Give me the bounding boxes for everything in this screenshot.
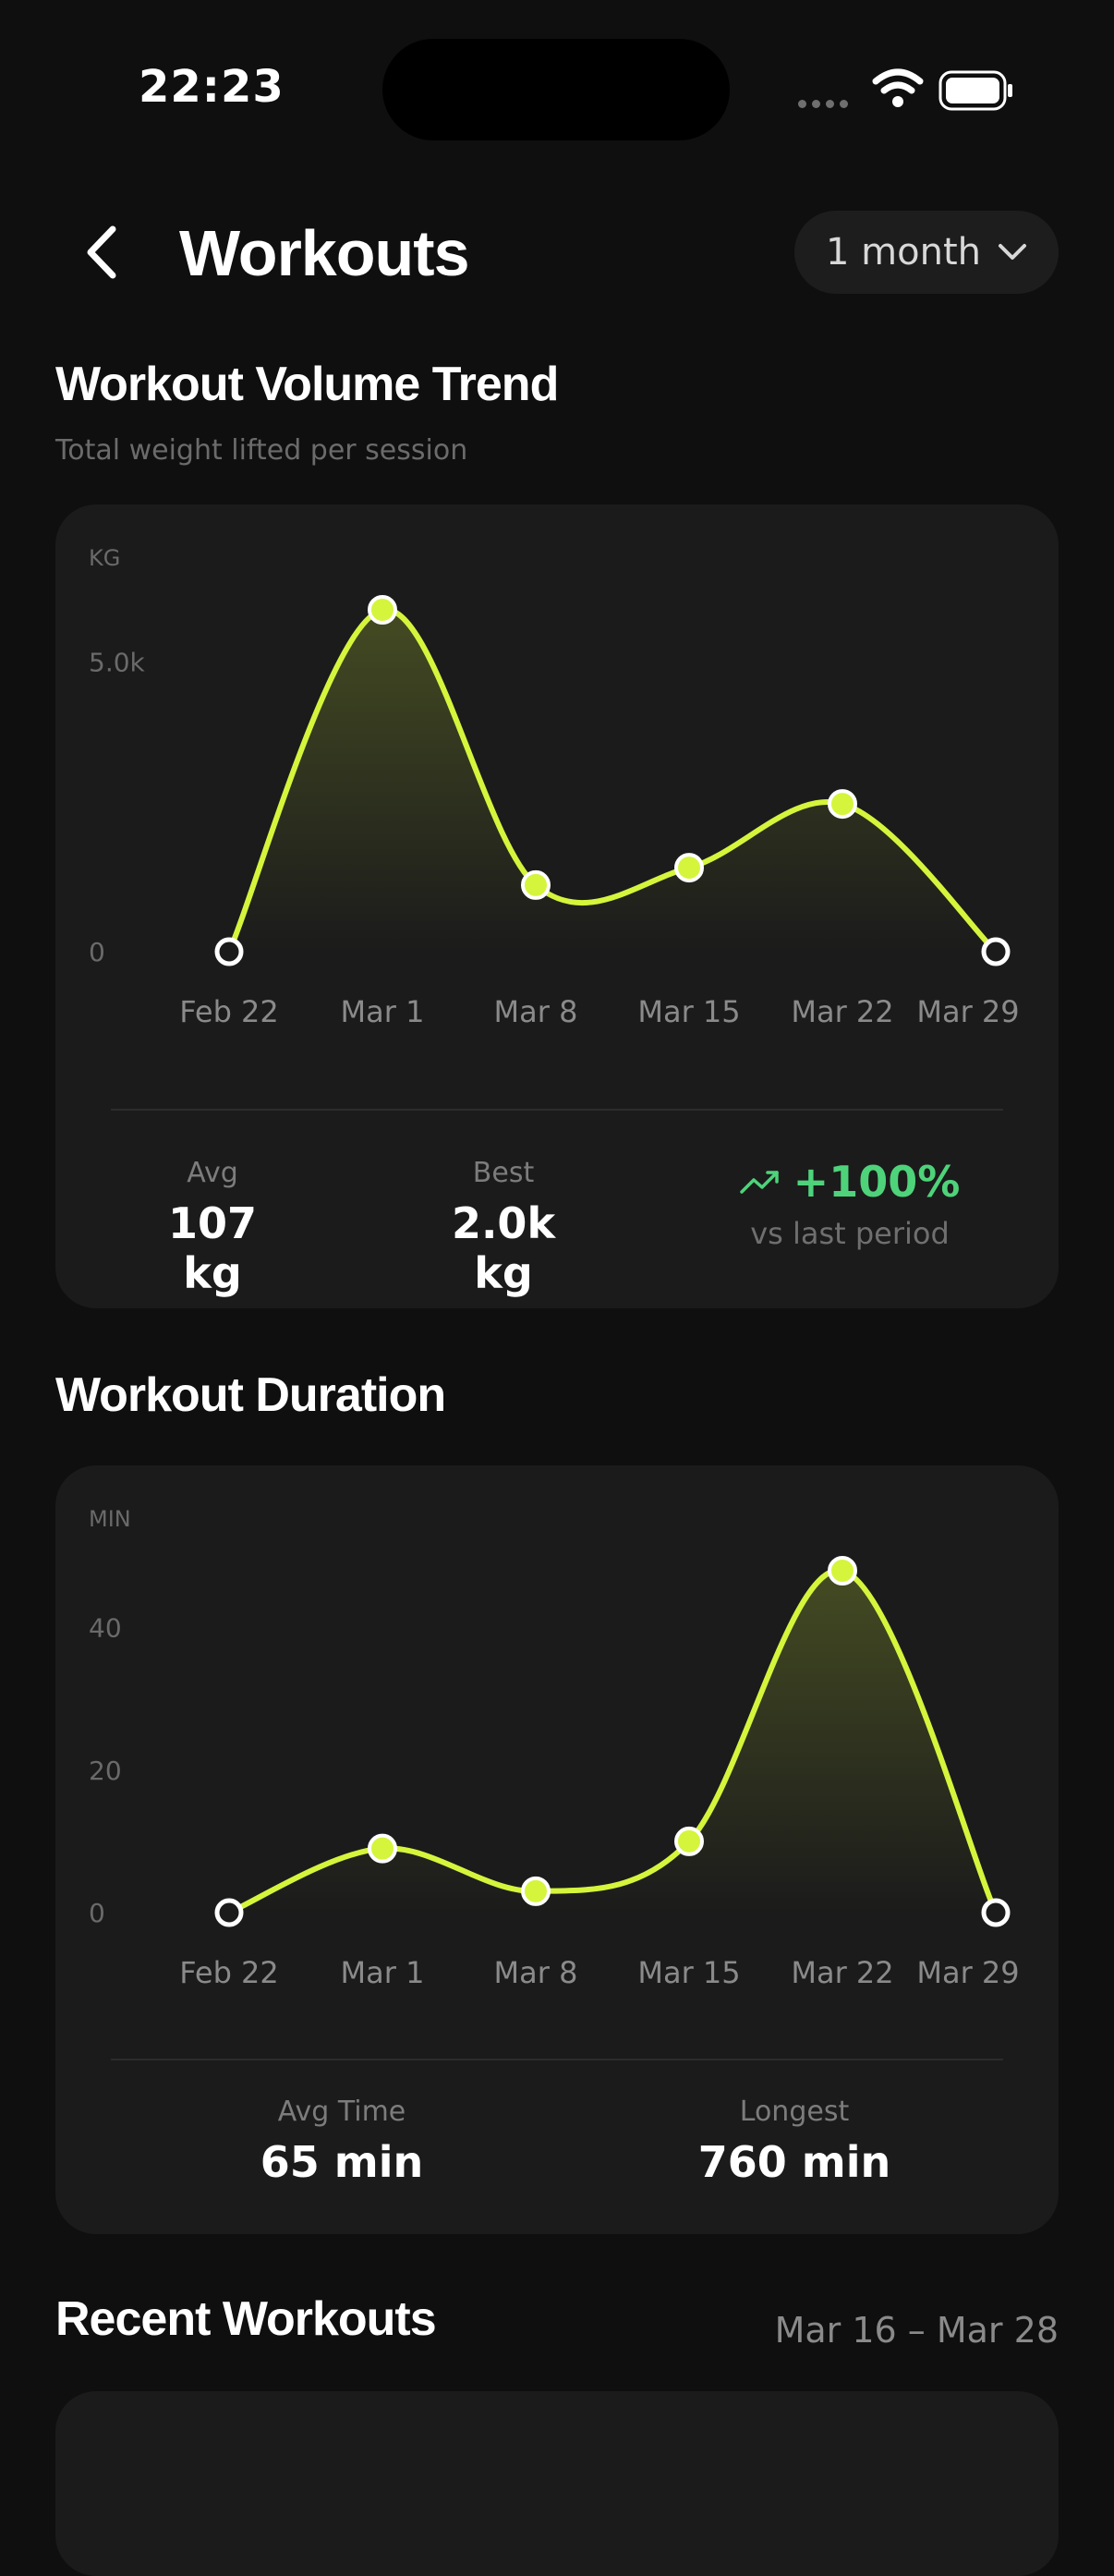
back-arrow-icon[interactable] [79,222,126,283]
x-tick-label: Mar 15 [637,994,740,1029]
range-label: 1 month [826,231,981,273]
best-value: 2.0k kg [451,1198,556,1298]
y-tick-label: 20 [89,1756,122,1786]
avg-time-value: 65 min [260,2137,424,2187]
x-tick-label: Mar 29 [916,1955,1019,1990]
data-point[interactable] [214,1898,244,1927]
longest-label: Longest [739,2096,850,2128]
volume-area [229,609,996,952]
volume-section-title: Workout Volume Trend [55,358,559,411]
y-tick-label: 0 [89,1898,105,1928]
data-point[interactable] [521,1876,551,1906]
volume-chart-card: KG 5.0k 0 Feb 22 Mar 1 Mar 8 Mar 15 Mar 22 Mar… [55,504,1059,1308]
battery-icon [938,70,1012,111]
trend-label: vs last period [750,1216,950,1251]
data-point[interactable] [674,853,704,883]
avg-value: 107 kg [167,1198,258,1298]
data-point[interactable] [214,937,244,966]
best-label: Best [472,1157,535,1189]
data-point[interactable] [368,595,397,625]
x-tick-label: Mar 8 [494,1955,578,1990]
data-point[interactable] [368,1833,397,1864]
wifi-icon [872,68,924,107]
x-tick-label: Mar 29 [916,994,1019,1029]
volume-unit-label: KG [89,545,120,571]
x-tick-label: Feb 22 [179,1955,279,1990]
x-tick-label: Mar 15 [637,1955,740,1990]
volume-subtitle: Total weight lifted per session [55,434,468,467]
duration-unit-label: MIN [89,1506,131,1532]
x-tick-label: Mar 22 [791,1955,893,1990]
x-tick-label: Feb 22 [179,994,279,1029]
data-point[interactable] [674,1826,704,1856]
data-point[interactable] [521,869,551,900]
longest-value: 760 min [697,2137,891,2187]
volume-divider [111,1109,1003,1111]
range-dropdown[interactable]: 1 month [794,211,1059,294]
recent-workouts-card [55,2391,1059,2576]
data-point[interactable] [828,789,857,820]
x-tick-label: Mar 1 [341,994,425,1029]
volume-avg-stat: Avg 107 kg [139,1157,286,1298]
trend-value: +100% [793,1157,961,1207]
trending-up-icon [739,1171,779,1194]
status-time: 22:23 [139,61,285,113]
data-point[interactable] [981,1898,1011,1927]
duration-section-title: Workout Duration [55,1368,446,1422]
chevron-down-icon [999,244,1026,260]
y-tick-label: 5.0k [89,647,146,677]
duration-divider [111,2059,1003,2060]
duration-longest-stat: Longest 760 min [684,2096,905,2187]
y-tick-label: 0 [89,937,105,967]
x-tick-label: Mar 1 [341,1955,425,1990]
avg-time-label: Avg Time [277,2096,406,2128]
x-tick-label: Mar 8 [494,994,578,1029]
dynamic-island [382,39,730,140]
duration-chart-card: MIN 40 20 0 Feb 22 Mar 1 Mar 8 Mar 15 Mar 22 Ma… [55,1465,1059,2234]
duration-line-chart: MIN 40 20 0 Feb 22 Mar 1 Mar 8 Mar 15 Mar 22 Ma… [89,1506,1020,1990]
volume-trend-stat: +100% vs last period [730,1157,970,1251]
data-point[interactable] [981,937,1011,966]
avg-label: Avg [187,1157,238,1189]
recent-date-range: Mar 16 – Mar 28 [774,2310,1059,2351]
duration-avg-stat: Avg Time 65 min [231,2096,453,2187]
cellular-signal-icon [798,94,854,112]
duration-area [229,1570,996,1913]
recent-section-title: Recent Workouts [55,2292,437,2346]
x-tick-label: Mar 22 [791,994,893,1029]
volume-line-chart: KG 5.0k 0 Feb 22 Mar 1 Mar 8 Mar 15 Mar 22 Mar… [89,545,1020,1029]
page-title: Workouts [179,217,469,289]
volume-best-stat: Best 2.0k kg [425,1157,582,1298]
data-point[interactable] [828,1556,857,1586]
y-tick-label: 40 [89,1613,122,1644]
